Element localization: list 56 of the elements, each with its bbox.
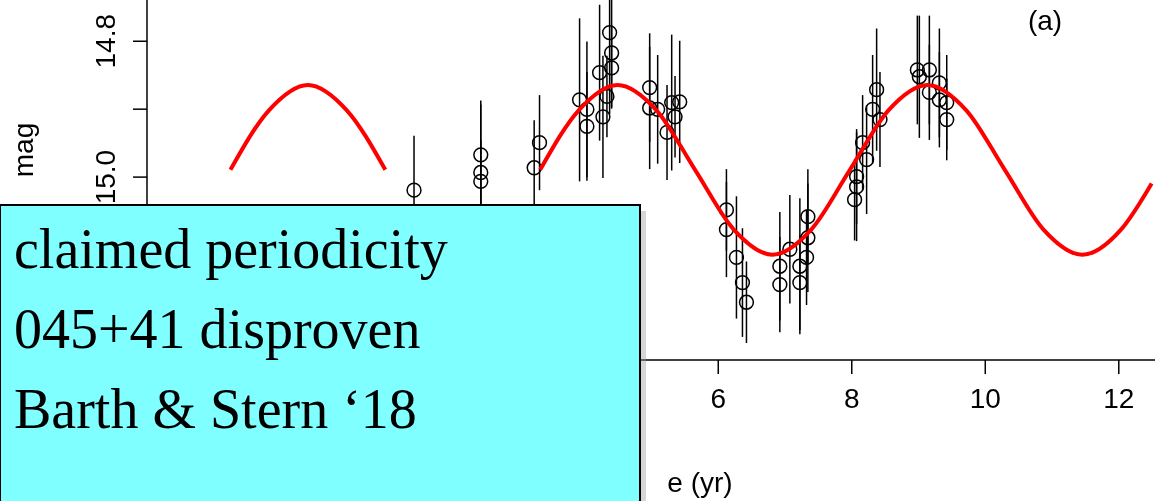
point: [603, 60, 620, 76]
x-tick-label: 10: [969, 382, 1001, 414]
point: [939, 111, 955, 128]
point: [931, 92, 948, 108]
point: [911, 69, 928, 85]
point: [406, 182, 422, 198]
point: [921, 62, 938, 78]
point: [798, 249, 815, 266]
annotation: claimed periodicity: [14, 218, 448, 280]
annotation: 045+41 disproven: [14, 298, 421, 360]
point: [854, 135, 871, 151]
point: [792, 274, 808, 291]
point: [599, 88, 615, 105]
line-series: [538, 82, 1154, 257]
point: [579, 118, 595, 134]
annotation: (a): [1027, 5, 1063, 36]
y-tick-label: 14.8: [90, 14, 121, 69]
point: [909, 62, 926, 78]
point: [473, 147, 489, 163]
point: [846, 192, 863, 208]
point: [800, 230, 816, 246]
point: [858, 151, 875, 168]
x-tick-label: 6: [710, 382, 727, 414]
y-tick-label: 15.0: [90, 149, 121, 205]
point: [848, 168, 865, 185]
point: [531, 135, 548, 151]
point: [728, 249, 745, 266]
point: [738, 294, 755, 310]
point: [672, 94, 688, 110]
point: [659, 124, 675, 141]
point: [664, 94, 680, 111]
point: [603, 45, 620, 61]
point: [601, 24, 618, 41]
point: [868, 82, 885, 98]
point: [848, 179, 865, 195]
point: [642, 100, 658, 116]
point: [591, 65, 608, 81]
point: [864, 101, 881, 117]
point: [650, 101, 666, 117]
point: [473, 164, 489, 181]
y-axis-title: mag: [8, 122, 39, 178]
x-tick-label: 12: [1103, 382, 1135, 414]
point: [734, 274, 751, 291]
point: [526, 160, 542, 176]
x-tick-label: 8: [843, 382, 860, 414]
point: [782, 241, 798, 257]
point: [772, 276, 788, 293]
x-axis-title: e (yr): [667, 467, 733, 498]
point: [939, 94, 955, 111]
point: [772, 258, 788, 274]
point: [931, 75, 948, 91]
point: [800, 209, 816, 225]
point: [473, 173, 489, 189]
point: [872, 111, 888, 128]
point: [667, 109, 683, 125]
point: [642, 79, 658, 96]
